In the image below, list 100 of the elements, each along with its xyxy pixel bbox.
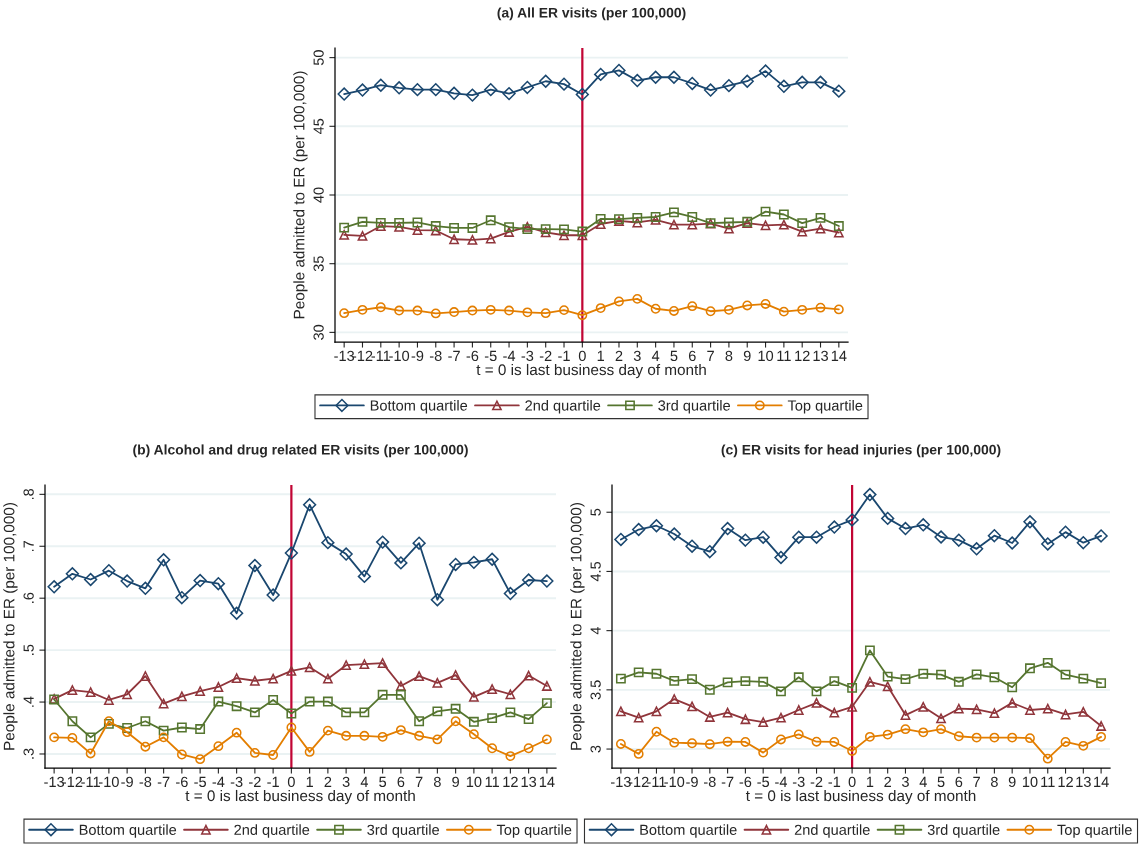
x-tick-label: -1	[267, 776, 279, 787]
point	[505, 751, 516, 761]
point	[449, 223, 460, 233]
x-tick-label: -4	[775, 776, 788, 787]
point	[847, 746, 858, 756]
point	[778, 209, 789, 220]
point	[669, 694, 680, 705]
point	[286, 722, 297, 733]
point	[231, 673, 242, 684]
point	[304, 746, 315, 757]
point	[1042, 753, 1053, 764]
point	[827, 520, 841, 534]
point	[722, 78, 736, 93]
point	[375, 221, 386, 231]
point	[357, 216, 368, 227]
point	[882, 729, 893, 740]
point	[1058, 525, 1073, 539]
point	[703, 545, 717, 559]
point	[833, 221, 844, 231]
point	[758, 676, 769, 687]
x-tick-label: 5	[937, 776, 945, 788]
point	[881, 511, 895, 526]
point	[936, 713, 946, 724]
point	[1041, 537, 1055, 551]
point	[375, 535, 390, 549]
point	[449, 234, 460, 245]
legend-label: 3rd quartile	[658, 399, 731, 414]
point	[394, 221, 405, 232]
point	[304, 662, 315, 673]
point	[632, 212, 643, 223]
point	[900, 674, 911, 685]
point	[760, 206, 771, 217]
point	[615, 673, 626, 684]
point	[122, 723, 133, 733]
point	[778, 306, 789, 317]
point	[577, 226, 588, 237]
x-tick-label: -12	[352, 350, 373, 361]
x-tick-label: 8	[725, 350, 733, 362]
legend-label: 2nd quartile	[234, 824, 310, 838]
point	[898, 521, 913, 536]
point	[900, 724, 911, 735]
point	[467, 555, 481, 570]
legend-label: 2nd quartile	[794, 824, 870, 838]
x-tick-label: -2	[539, 350, 552, 361]
point	[450, 716, 461, 727]
point	[633, 667, 644, 678]
x-tick-label: -1	[828, 776, 841, 787]
point	[414, 671, 425, 682]
x-tick-label: 11	[485, 776, 499, 787]
point	[723, 217, 734, 228]
point	[811, 736, 822, 747]
point	[630, 73, 644, 88]
legend-label: 2nd quartile	[525, 399, 601, 414]
x-tick-label: 12	[503, 776, 518, 787]
point	[504, 222, 514, 233]
x-tick-label: 0	[848, 776, 856, 788]
point	[687, 219, 698, 230]
point	[559, 224, 569, 235]
y-tick-label: 40	[313, 187, 324, 203]
x-tick-label: -6	[739, 776, 752, 788]
x-tick-label: 14	[539, 776, 555, 787]
point	[704, 684, 715, 695]
legend-label: Bottom quartile	[370, 399, 468, 414]
point	[797, 304, 808, 315]
point	[720, 521, 735, 536]
point	[829, 737, 840, 747]
point	[667, 70, 681, 84]
point	[432, 734, 443, 745]
x-tick-label: -4	[212, 776, 225, 787]
point	[559, 305, 569, 316]
point	[776, 712, 786, 723]
x-tick-label: -7	[448, 350, 460, 361]
x-tick-label: -5	[194, 776, 206, 788]
point	[934, 530, 948, 544]
chart-title: (b) Alcohol and drug related ER visits (per 100,000)	[133, 444, 468, 458]
point	[969, 542, 984, 556]
x-tick-label: -6	[466, 350, 479, 362]
point	[740, 676, 751, 687]
point	[322, 696, 333, 707]
point	[341, 707, 352, 718]
point	[575, 87, 589, 102]
point	[1025, 663, 1035, 674]
point	[777, 79, 791, 93]
point	[248, 558, 262, 573]
point	[67, 685, 78, 696]
point	[523, 714, 534, 725]
point	[1060, 709, 1071, 720]
point	[339, 308, 350, 319]
point	[705, 306, 716, 317]
point	[394, 305, 405, 316]
point	[304, 696, 315, 707]
point	[487, 684, 498, 695]
legend-label: 3rd quartile	[927, 824, 1000, 838]
point	[102, 564, 116, 578]
point	[1060, 737, 1071, 747]
y-tick-label: .3	[23, 748, 34, 759]
point	[863, 487, 877, 502]
point	[833, 304, 844, 315]
chart-title: (c) ER visits for head injuries (per 100,000)	[721, 444, 1001, 458]
point	[414, 716, 425, 727]
